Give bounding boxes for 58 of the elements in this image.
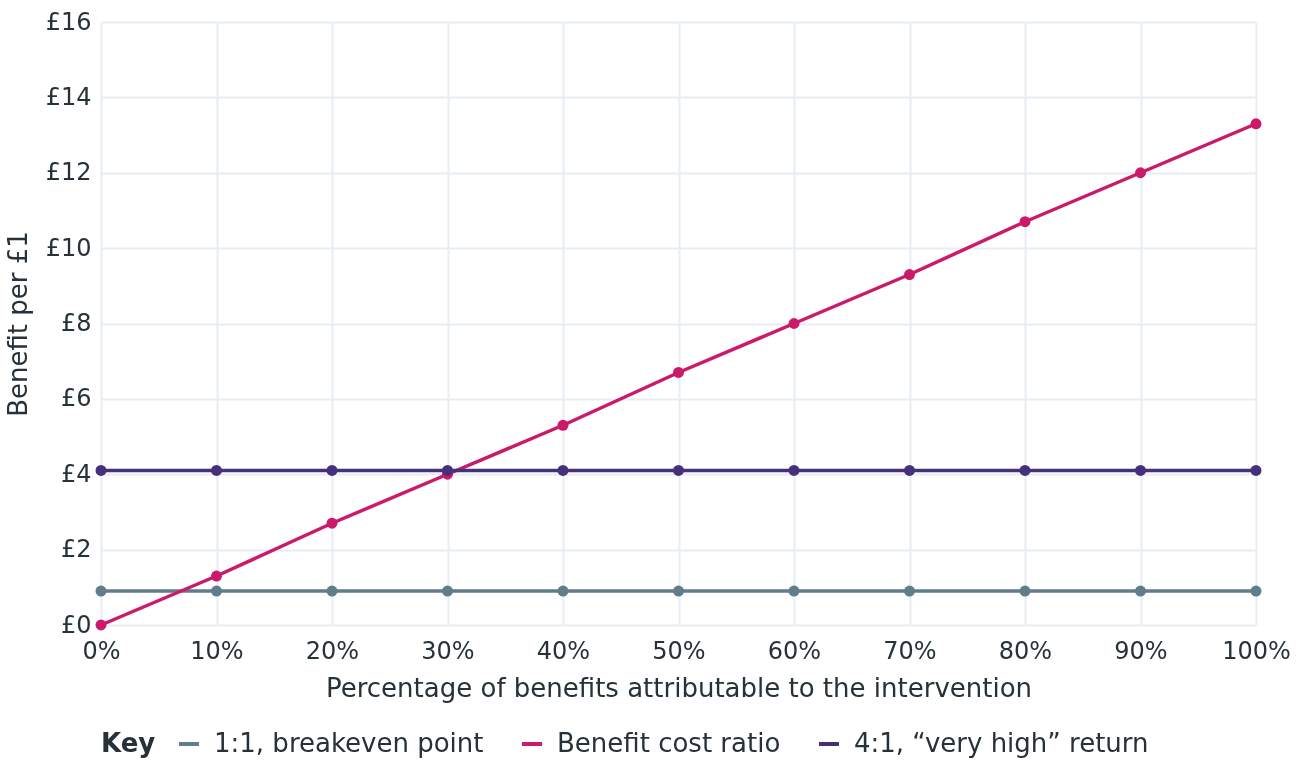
- point: [211, 570, 222, 582]
- x-tick-label: 30%: [421, 636, 475, 665]
- point: [211, 585, 222, 597]
- point: [95, 465, 107, 476]
- point: [673, 367, 684, 378]
- point: [557, 585, 569, 597]
- y-tick-label: £16: [45, 7, 92, 36]
- point: [904, 269, 915, 280]
- x-tick-label: 90%: [1114, 636, 1168, 665]
- x-tick-label: 50%: [652, 636, 706, 665]
- legend-label: Benefit cost ratio: [557, 728, 781, 758]
- point: [1135, 585, 1146, 597]
- point: [326, 517, 338, 529]
- point: [788, 585, 800, 597]
- x-tick-label: 40%: [536, 636, 591, 665]
- y-tick-label: £12: [45, 158, 92, 187]
- point: [1019, 465, 1031, 476]
- y-tick-label: £4: [60, 459, 92, 488]
- point: [1250, 465, 1262, 476]
- y-tick-label: £2: [60, 535, 92, 564]
- x-axis-title: Percentage of benefits attributable to the intervention: [325, 672, 1033, 703]
- y-tick-label: £0: [60, 610, 92, 639]
- point: [442, 465, 453, 476]
- point: [1135, 465, 1146, 476]
- point: [326, 585, 338, 597]
- x-tick-label: 80%: [998, 636, 1053, 665]
- point: [904, 465, 915, 476]
- x-tick-label: 70%: [883, 636, 937, 665]
- y-tick-label: £6: [60, 384, 92, 413]
- y-tick-label: £14: [45, 82, 92, 111]
- point: [788, 465, 800, 476]
- point: [557, 465, 569, 476]
- point: [1135, 167, 1146, 179]
- legend-label: 4:1, “very high” return: [854, 728, 1149, 758]
- y-axis-title: Benefit per £1: [2, 231, 33, 417]
- point: [904, 585, 915, 597]
- x-tick-label: 20%: [305, 636, 360, 665]
- point: [788, 318, 800, 329]
- point: [95, 619, 107, 631]
- point: [1019, 216, 1031, 228]
- point: [1019, 585, 1031, 597]
- point: [557, 419, 569, 431]
- point: [442, 585, 453, 597]
- legend-title: Key: [101, 728, 156, 758]
- y-tick-label: £10: [45, 233, 92, 262]
- point: [673, 585, 684, 597]
- point: [1250, 585, 1262, 597]
- x-tick-label: 0%: [82, 636, 121, 665]
- y-tick-label: £8: [60, 309, 92, 337]
- legend-label: 1:1, breakeven point: [214, 728, 484, 758]
- point: [1250, 118, 1262, 130]
- x-tick-label: 60%: [767, 636, 822, 665]
- point: [211, 465, 222, 476]
- x-tick-label: 100%: [1222, 636, 1291, 665]
- point: [673, 465, 684, 476]
- point: [95, 585, 107, 597]
- point: [326, 465, 338, 476]
- x-tick-label: 10%: [190, 636, 244, 665]
